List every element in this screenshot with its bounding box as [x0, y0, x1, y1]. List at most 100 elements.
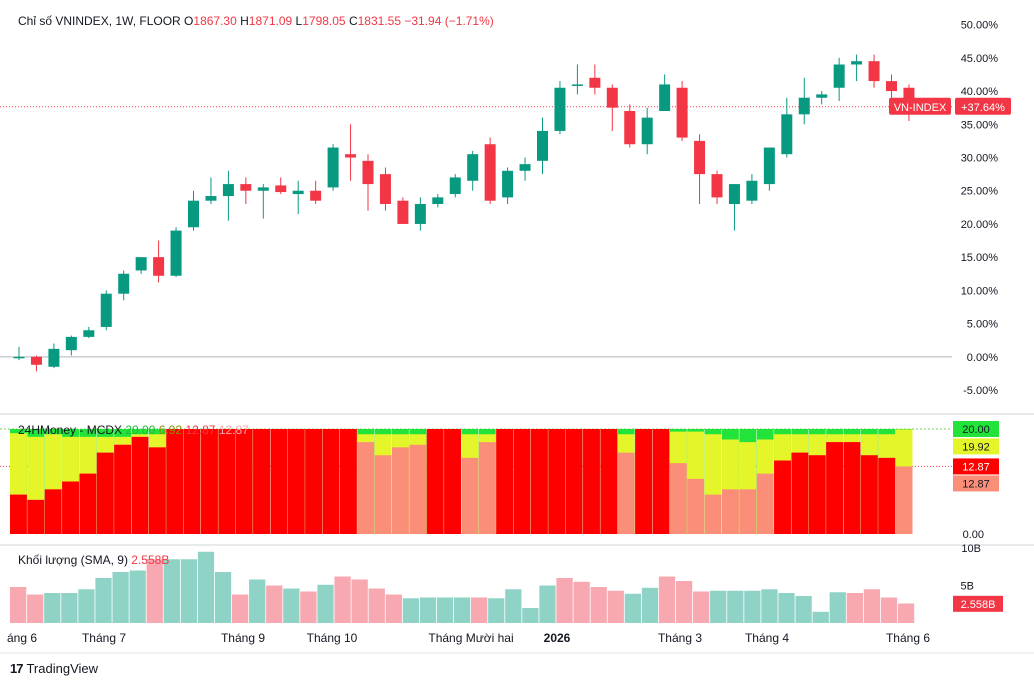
- volume-bar: [658, 576, 676, 623]
- candle-body: [48, 348, 60, 367]
- time-tick-label: Tháng 10: [307, 631, 358, 645]
- volume-bars: [10, 551, 915, 623]
- mcdx-red-bar: [635, 429, 653, 534]
- price-tick-label: -5.00%: [963, 385, 998, 397]
- mcdx-red-bar: [27, 499, 45, 534]
- candle-body: [292, 190, 304, 195]
- volume-bar: [505, 589, 522, 623]
- candle-body: [170, 230, 182, 276]
- mcdx-salmon-bar: [721, 489, 739, 534]
- mcdx-tick-label: 0.00: [963, 529, 984, 541]
- symbol-tag-label: VN-INDEX: [894, 102, 947, 114]
- volume-bar: [146, 559, 163, 623]
- time-tick-label: Tháng 9: [221, 631, 265, 645]
- mcdx-red-bar: [166, 429, 184, 534]
- price-axis[interactable]: 50.00% 45.00% 40.00% 35.00% 30.00% 25.00% 20.0…: [889, 20, 1011, 612]
- volume-tick-label: 10B: [961, 543, 981, 555]
- volume-bar: [351, 579, 368, 623]
- candle-body: [763, 147, 775, 185]
- mcdx-salmon-bar: [374, 455, 392, 534]
- mcdx-red-bar: [322, 429, 340, 534]
- candle-body: [13, 356, 25, 359]
- mcdx-value-tag-bg: [953, 475, 999, 492]
- volume-bar: [897, 603, 915, 623]
- mcdx-red-bar: [339, 429, 357, 534]
- candle-body: [345, 154, 357, 158]
- candle-body: [275, 185, 287, 193]
- candle-body: [449, 177, 461, 195]
- mcdx-red-bar: [62, 481, 79, 534]
- mcdx-red-bar: [860, 455, 878, 534]
- candle-body: [571, 84, 583, 86]
- volume-bar: [795, 596, 812, 623]
- candle-body: [432, 197, 444, 205]
- mcdx-red-bar: [444, 429, 461, 534]
- candle-body: [379, 174, 391, 205]
- candle-body: [118, 273, 130, 294]
- volume-value-tag: 2.558B: [961, 599, 996, 611]
- mcdx-red-bar: [426, 429, 444, 534]
- volume-bar: [27, 594, 44, 623]
- mcdx-value-tag: 19.92: [962, 441, 990, 453]
- candle-body: [30, 356, 42, 365]
- candle-body: [205, 196, 217, 201]
- mcdx-red-bar: [583, 429, 600, 534]
- volume-bar: [180, 559, 198, 623]
- mcdx-salmon-bar: [739, 489, 757, 534]
- mcdx-red-bar: [201, 429, 218, 534]
- low-label: L: [295, 14, 303, 28]
- high-value: 1871.09: [248, 14, 293, 28]
- candle-body: [327, 147, 339, 188]
- candle-body: [502, 170, 514, 198]
- time-tick-label: áng 6: [7, 631, 37, 645]
- mcdx-red-bar: [565, 429, 583, 534]
- close-label: C: [348, 14, 358, 28]
- last-change-bg: [955, 97, 1011, 115]
- mcdx-value-tag: 12.87: [962, 461, 990, 473]
- tradingview-brand[interactable]: 17 TradingView: [10, 661, 98, 676]
- candle-body: [728, 184, 740, 205]
- volume-bar: [556, 578, 573, 623]
- volume-legend: Khối lượng (SMA, 9) 2.558B: [18, 553, 169, 567]
- time-axis[interactable]: áng 6 Tháng 7 Tháng 9 Tháng 10 Tháng Mười ha…: [7, 631, 930, 645]
- volume-value-tag-bg: [953, 595, 1003, 612]
- candle-body: [537, 130, 548, 161]
- mcdx-salmon-bar: [895, 466, 913, 534]
- mcdx-red-bar: [183, 429, 201, 534]
- symbol-title: Chỉ số VNINDEX, 1W, FLOOR: [18, 14, 181, 28]
- candle-body: [868, 61, 880, 82]
- time-tick-label: Tháng 3: [658, 631, 702, 645]
- mcdx-value-tag-bg: [953, 438, 999, 455]
- volume-bar: [231, 594, 249, 623]
- mcdx-red-bar: [513, 429, 531, 534]
- mcdx-red-bar: [878, 457, 896, 534]
- volume-tick-label: 5B: [961, 581, 974, 593]
- brand-name: TradingView: [26, 661, 99, 676]
- candle-body: [257, 187, 269, 191]
- volume-bar: [539, 585, 556, 623]
- price-tick-label: 0.00%: [967, 352, 998, 364]
- mcdx-salmon-bar: [756, 473, 774, 534]
- mcdx-bars: [10, 429, 913, 534]
- mcdx-value-2: 6.92: [158, 423, 183, 437]
- mcdx-salmon-bar: [617, 452, 635, 534]
- candle-body: [589, 77, 601, 88]
- volume-bar: [863, 589, 881, 623]
- mcdx-red-bar: [96, 452, 114, 534]
- mcdx-salmon-bar: [687, 478, 705, 534]
- time-tick-label: Tháng Mười hai: [428, 631, 513, 645]
- volume-bar: [10, 587, 27, 623]
- candle-body: [519, 164, 531, 171]
- mcdx-value-tag-bg: [953, 421, 999, 437]
- time-tick-label: 2026: [544, 631, 571, 645]
- mcdx-red-bar: [548, 429, 566, 534]
- mcdx-salmon-bar: [704, 494, 722, 534]
- time-tick-label: Tháng 7: [82, 631, 126, 645]
- mcdx-value-3: 12.87: [185, 423, 216, 437]
- mcdx-title: 24HMoney - MCDX: [18, 423, 123, 437]
- price-candles: [13, 54, 915, 372]
- mcdx-salmon-bar: [409, 444, 427, 534]
- mcdx-red-bar: [305, 429, 323, 534]
- volume-bar: [522, 608, 539, 623]
